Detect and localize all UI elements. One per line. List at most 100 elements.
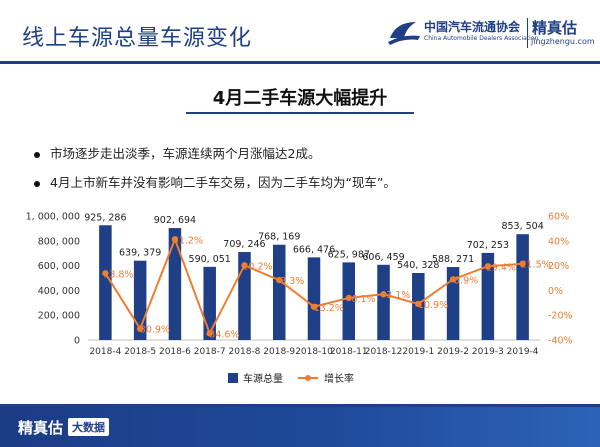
x-tick-label: 2019-1 <box>402 347 434 357</box>
line-data-label: 20.2% <box>242 261 272 272</box>
bar <box>238 252 251 340</box>
line-point <box>241 262 248 269</box>
x-tick-label: 2018-8 <box>229 347 261 357</box>
x-tick-label: 2018-12 <box>365 347 403 357</box>
y-right-tick-label: -20% <box>548 311 573 322</box>
line-data-label: 19.4% <box>486 262 516 273</box>
x-tick-label: 2019-4 <box>507 347 539 357</box>
bar <box>272 244 286 340</box>
bar-data-label: 625, 987 <box>328 249 370 260</box>
line-data-label: 21.5% <box>521 260 551 271</box>
line-point <box>345 294 352 302</box>
section-title-underline <box>186 112 414 114</box>
bar <box>99 225 112 340</box>
line-data-label: 13.8% <box>103 269 133 280</box>
line-data-label: 8.9% <box>454 275 478 286</box>
x-tick-label: 2018-5 <box>124 347 156 357</box>
line-point <box>484 263 492 270</box>
header-divider <box>527 18 528 48</box>
bar <box>168 228 182 340</box>
combo-chart: 0 200, 000 400, 000 600, 000 800, 000 1, 000,… <box>26 212 573 358</box>
bullet-dot-icon <box>34 151 40 158</box>
bar-data-label: 606, 459 <box>362 252 404 263</box>
line-point <box>136 325 144 332</box>
legend-line-label: 增长率 <box>324 372 354 385</box>
association-name-en: China Automobile Dealers Association <box>424 35 539 42</box>
y-left-tick-label: 800, 000 <box>38 236 80 247</box>
bar-data-label: 702, 253 <box>467 240 509 251</box>
x-tick-label: 2018-6 <box>159 347 191 357</box>
line-point <box>206 330 213 337</box>
bar <box>342 262 356 340</box>
bar <box>377 264 390 340</box>
y-right-tick-label: 20% <box>548 261 569 272</box>
line-data-label: -3.1% <box>383 290 411 301</box>
x-tick-label: 2018-7 <box>194 347 226 357</box>
page-title: 线上车源总量车源变化 <box>22 26 253 51</box>
line-point <box>276 276 283 284</box>
line-point <box>102 270 109 277</box>
line-data-label: 8.3% <box>280 276 304 287</box>
x-tick-label: 2018-9 <box>263 347 295 357</box>
bar-data-label: 902, 694 <box>154 215 196 226</box>
bullet-dot-icon <box>34 180 40 187</box>
legend-bar-swatch <box>228 373 238 383</box>
y-right-tick-label: -40% <box>548 336 573 347</box>
line-data-label: -10.9% <box>415 300 449 311</box>
header: 线上车源总量车源变化 中国汽车流通协会 China Automobile Dea… <box>0 0 600 62</box>
bullet-text: 4月上市新车并没有影响二手车交易，因为二手车均为“现车”。 <box>50 175 396 190</box>
bullet-item: 4月上市新车并没有影响二手车交易，因为二手车均为“现车”。 <box>34 172 396 191</box>
x-tick-label: 2018-11 <box>330 347 368 357</box>
bar <box>481 252 495 340</box>
y-right-tick-label: 0% <box>548 286 563 297</box>
line-data-label: -34.6% <box>206 329 240 340</box>
line-point <box>519 260 526 267</box>
line-data-label: 41.2% <box>173 235 203 246</box>
legend-bar-label: 车源总量 <box>243 372 283 385</box>
bar <box>446 267 460 340</box>
legend-line-marker <box>305 375 311 381</box>
line-point <box>171 236 179 243</box>
bar-data-label: 768, 169 <box>258 232 300 243</box>
y-left-tick-label: 200, 000 <box>38 311 80 322</box>
x-tick-label: 2018-4 <box>89 347 121 357</box>
line-point <box>310 303 318 310</box>
y-left-tick-label: 400, 000 <box>38 286 80 297</box>
y-right-tick-label: 40% <box>548 236 569 247</box>
bar <box>516 234 529 340</box>
y-right-tick-label: 60% <box>548 212 569 223</box>
footer-brand: 精真估 <box>18 419 64 437</box>
x-tick-label: 2018-10 <box>295 347 333 357</box>
bullet-text: 市场逐步走出淡季，车源连续两个月涨幅达2成。 <box>50 146 321 161</box>
x-tick-label: 2019-3 <box>472 347 504 357</box>
line-point <box>380 291 387 298</box>
brand-url: jingzhengu.com <box>531 37 595 46</box>
association-name-cn: 中国汽车流通协会 <box>424 20 521 34</box>
line-data-label: -30.9% <box>136 325 170 336</box>
bar <box>307 257 321 340</box>
bar-data-label: 666, 476 <box>293 244 335 255</box>
bullet-item: 市场逐步走出淡季，车源连续两个月涨幅达2成。 <box>34 143 320 162</box>
chart-legend: 车源总量 增长率 <box>228 372 354 385</box>
bar-data-label: 540, 328 <box>397 260 439 271</box>
bar-data-label: 639, 379 <box>119 248 161 259</box>
line-data-label: -13.2% <box>310 303 344 314</box>
bar-data-label: 709, 246 <box>223 239 265 250</box>
footer-stripe <box>0 404 600 407</box>
y-left-tick-label: 1, 000, 000 <box>26 212 80 223</box>
x-tick-label: 2019-2 <box>437 347 469 357</box>
bar-data-label: 925, 286 <box>84 212 126 223</box>
line-point <box>415 300 422 308</box>
footer-tag: 大数据 <box>68 418 109 436</box>
brand-logo: 精真估 <box>532 19 578 37</box>
bar-data-label: 853, 504 <box>501 221 543 232</box>
bar-data-label: 588, 271 <box>432 254 474 265</box>
line-point <box>449 276 457 283</box>
bar-data-label: 590, 051 <box>189 254 231 265</box>
line-data-label: -6.1% <box>348 294 376 305</box>
header-underline <box>0 61 600 64</box>
bar <box>203 266 216 340</box>
y-left-tick-label: 0 <box>74 336 80 347</box>
y-left-tick-label: 600, 000 <box>38 261 80 272</box>
cada-emblem-icon <box>388 22 420 45</box>
